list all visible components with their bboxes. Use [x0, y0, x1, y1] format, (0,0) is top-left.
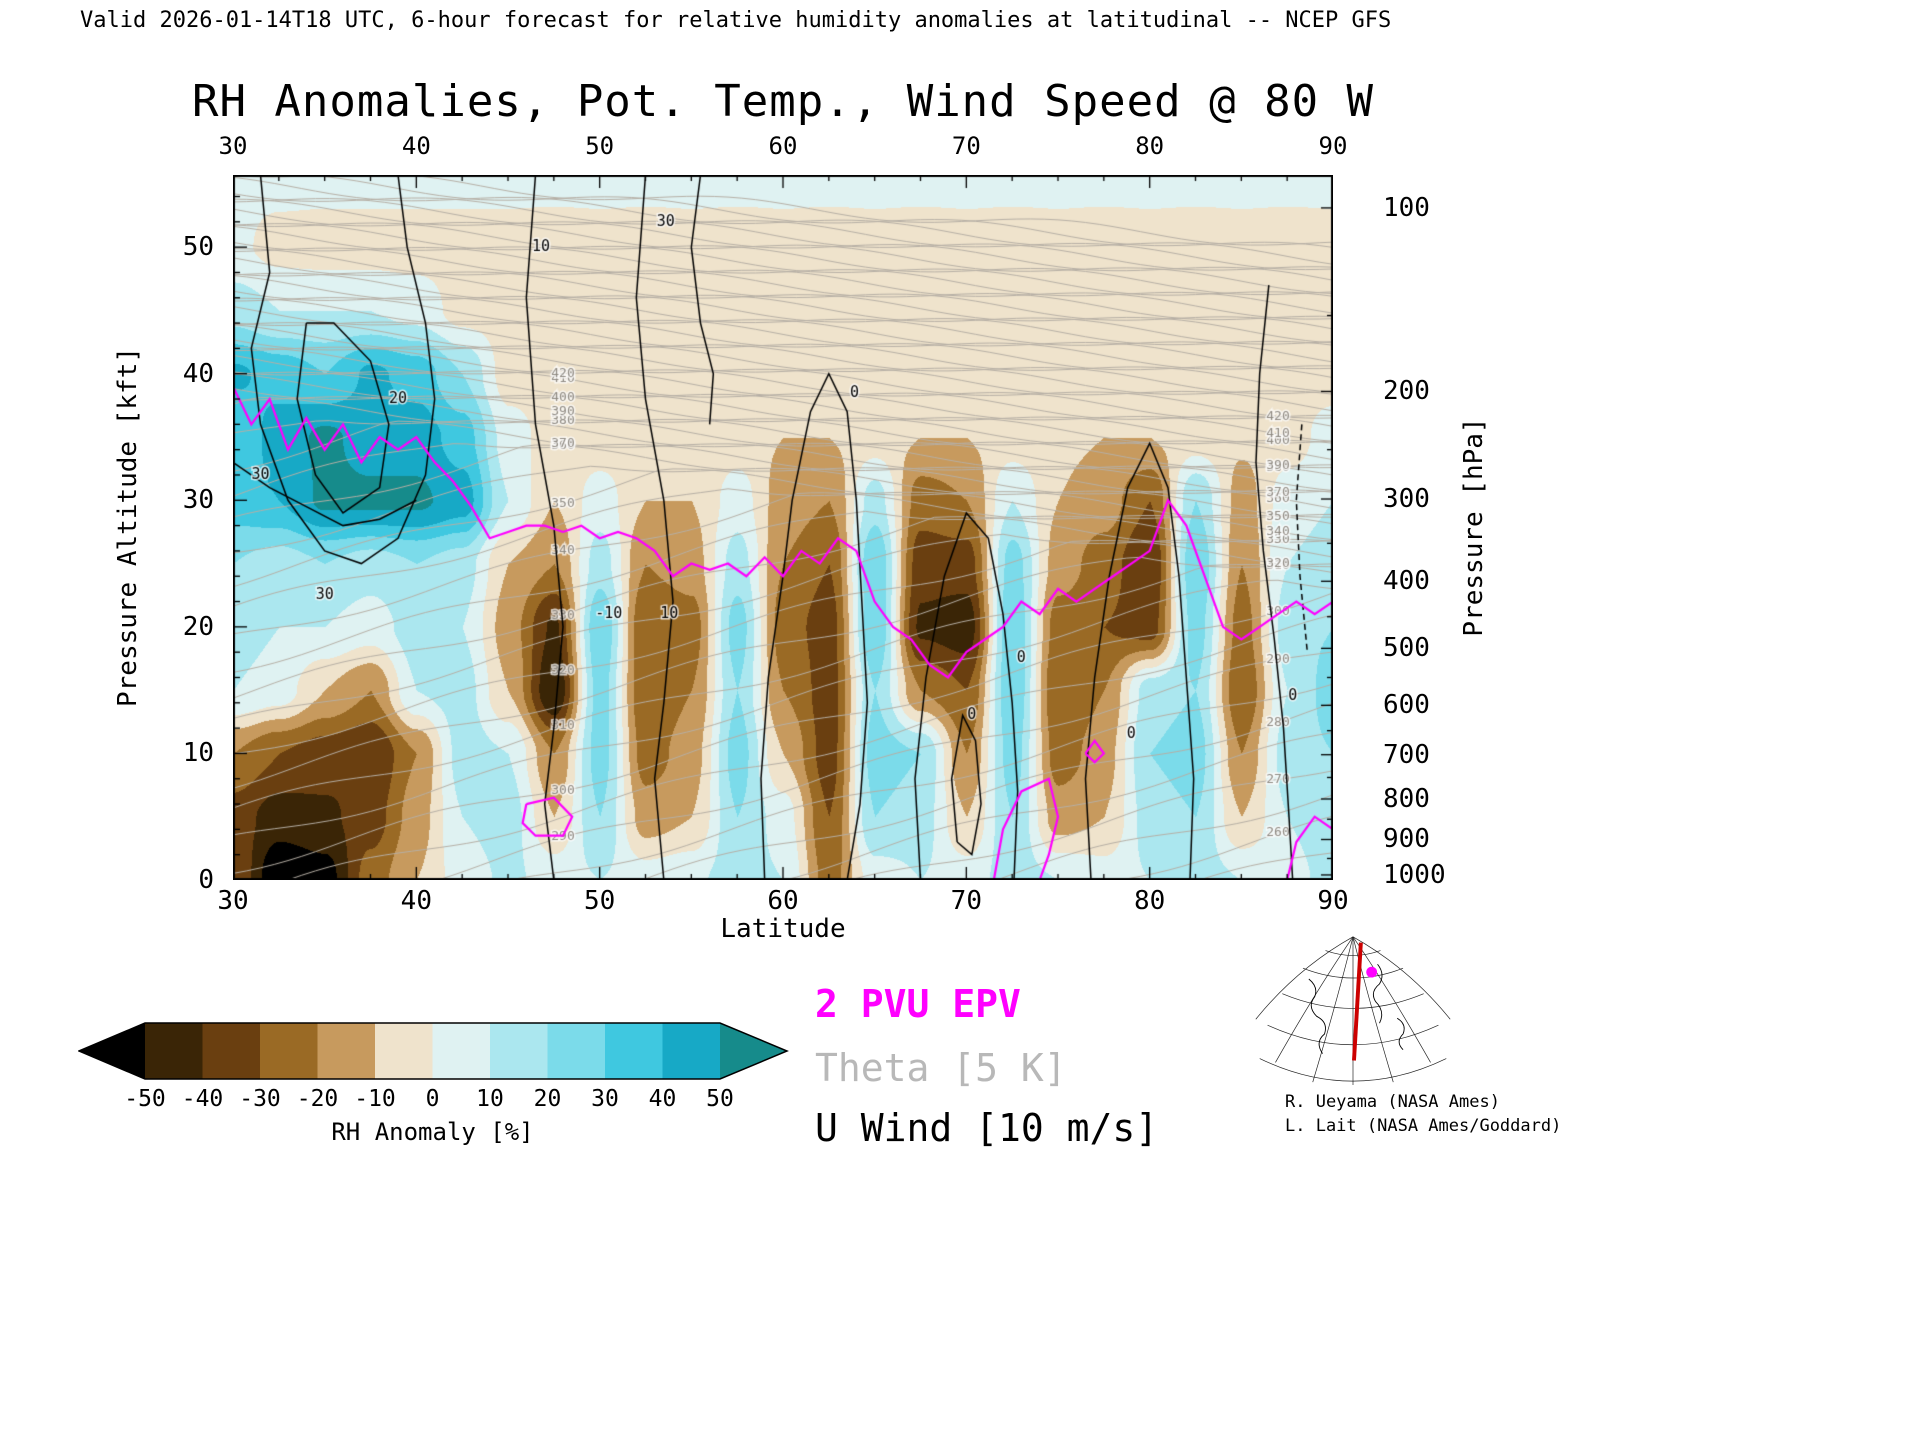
x-tick-label-bottom: 50 — [584, 886, 616, 916]
credit-line-2: L. Lait (NASA Ames/Goddard) — [1285, 1116, 1562, 1136]
meridian-80w-line — [1352, 942, 1363, 1061]
colorbar-segment — [202, 1023, 261, 1079]
y-tick-label-right: 100 — [1383, 192, 1430, 223]
y-tick-label-right: 1000 — [1383, 859, 1446, 890]
x-tick-label-top: 30 — [218, 132, 248, 160]
colorbar-segment — [547, 1023, 606, 1079]
map-gridlines — [1255, 936, 1451, 1086]
credit-line-1: R. Ueyama (NASA Ames) — [1285, 1092, 1500, 1112]
valid-timestamp-line: Valid 2026-01-14T18 UTC, 6-hour forecast… — [80, 8, 1392, 33]
x-tick-label-top: 70 — [951, 132, 981, 160]
colorbar-segment — [317, 1023, 376, 1079]
x-tick-label-bottom: 40 — [400, 886, 432, 916]
figure-title: RH Anomalies, Pot. Temp., Wind Speed @ 8… — [191, 76, 1375, 127]
x-tick-label-bottom: 30 — [217, 886, 249, 916]
colorbar-tick-label: 30 — [591, 1086, 619, 1112]
colorbar-segment — [375, 1023, 433, 1079]
x-tick-label-bottom: 90 — [1317, 886, 1349, 916]
x-tick-label-bottom: 80 — [1134, 886, 1166, 916]
colorbar-tick-label: -10 — [354, 1086, 396, 1112]
y-tick-label-left: 40 — [182, 358, 214, 389]
y-tick-label-right: 900 — [1383, 824, 1430, 855]
map-coastlines — [1308, 963, 1405, 1054]
x-tick-label-top: 60 — [768, 132, 798, 160]
x-tick-label-bottom: 60 — [767, 886, 799, 916]
colorbar-segment — [145, 1023, 203, 1079]
y-tick-label-left: 50 — [182, 232, 214, 263]
y-tick-label-right: 300 — [1383, 484, 1430, 515]
colorbar-tick-label: -20 — [296, 1086, 339, 1112]
y-tick-label-right: 400 — [1383, 566, 1430, 597]
colorbar-tick-label: 50 — [706, 1086, 734, 1112]
x-tick-label-top: 80 — [1135, 132, 1165, 160]
y-tick-label-right: 800 — [1383, 783, 1430, 814]
location-marker — [1366, 966, 1378, 978]
y-left-axis-title: Pressure Altitude [kft] — [113, 346, 143, 708]
colorbar-tick-label: 40 — [648, 1086, 677, 1112]
colorbar-tick-label: 20 — [533, 1086, 562, 1112]
cross-section-canvas — [233, 175, 1333, 880]
colorbar: RH Anomaly [%] -50 -40 -30 -20 -10 0 10 20 30 40 5… — [77, 1022, 838, 1152]
colorbar-segment — [432, 1023, 491, 1079]
colorbar-tick-label: 0 — [425, 1086, 440, 1112]
y-tick-label-left: 10 — [182, 738, 214, 769]
legend-theta: Theta [5 K] — [815, 1046, 1067, 1090]
colorbar-segment — [490, 1023, 548, 1079]
y-tick-label-right: 500 — [1383, 633, 1430, 664]
colorbar-tick-label: -50 — [124, 1086, 166, 1112]
y-tick-label-left: 0 — [198, 865, 214, 895]
x-tick-label-bottom: 70 — [950, 886, 982, 916]
y-tick-label-left: 20 — [182, 611, 214, 642]
y-tick-label-left: 30 — [182, 485, 214, 516]
colorbar-tick-label: -30 — [239, 1086, 281, 1112]
colorbar-segment — [662, 1023, 721, 1079]
colorbar-segment — [605, 1023, 663, 1079]
colorbar-segment — [260, 1023, 318, 1079]
colorbar-tick-label: -40 — [181, 1086, 224, 1112]
legend-uwind: U Wind [10 m/s] — [815, 1106, 1159, 1150]
y-tick-label-right: 700 — [1383, 739, 1430, 770]
colorbar-tick-label: 10 — [476, 1086, 504, 1112]
y-tick-label-right: 200 — [1383, 376, 1430, 407]
y-right-axis-title: Pressure [hPa] — [1459, 417, 1489, 637]
x-axis-title: Latitude — [720, 914, 846, 944]
y-tick-label-right: 600 — [1383, 690, 1430, 721]
x-tick-label-top: 50 — [585, 132, 615, 160]
x-tick-label-top: 40 — [401, 132, 431, 160]
legend-pvu: 2 PVU EPV — [815, 982, 1021, 1026]
colorbar-gradient — [77, 1022, 789, 1080]
colorbar-title: RH Anomaly [%] — [331, 1118, 534, 1146]
map-inset — [1255, 936, 1451, 1086]
x-tick-label-top: 90 — [1318, 132, 1348, 160]
